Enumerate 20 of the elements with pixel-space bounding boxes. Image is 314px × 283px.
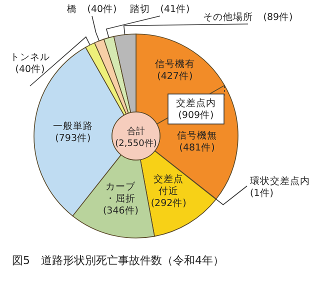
data-label: (40件)	[15, 64, 45, 75]
data-label: (346件)	[102, 205, 138, 216]
slice-label: その他場所 (89件)	[203, 11, 293, 23]
data-label: (481件)	[179, 142, 215, 154]
slice-label: 信号機無	[177, 130, 218, 142]
slice-label: 踏切 (41件)	[130, 3, 190, 15]
data-label: (292件)	[150, 198, 186, 210]
text: 図5 道路形状別死亡事故件数（令和4年）	[12, 254, 224, 267]
data-label: (1件)	[250, 188, 274, 199]
slice-label: 環状交差点内	[250, 175, 310, 187]
slice-label: 交差点付近	[154, 173, 184, 198]
slice-label: 橋 (40件)	[67, 3, 117, 15]
slice-label: カーブ・屈折	[106, 180, 137, 204]
data-label: (427件)	[157, 70, 193, 82]
slice-label: 一般単路	[52, 120, 93, 132]
slice-label: 信号機有	[154, 58, 195, 70]
text: 合計 (2,550件)	[115, 126, 157, 149]
text: 交差点内 (909件)	[176, 97, 216, 121]
data-label: (793件)	[55, 133, 91, 144]
slice-label: トンネル	[10, 52, 50, 63]
